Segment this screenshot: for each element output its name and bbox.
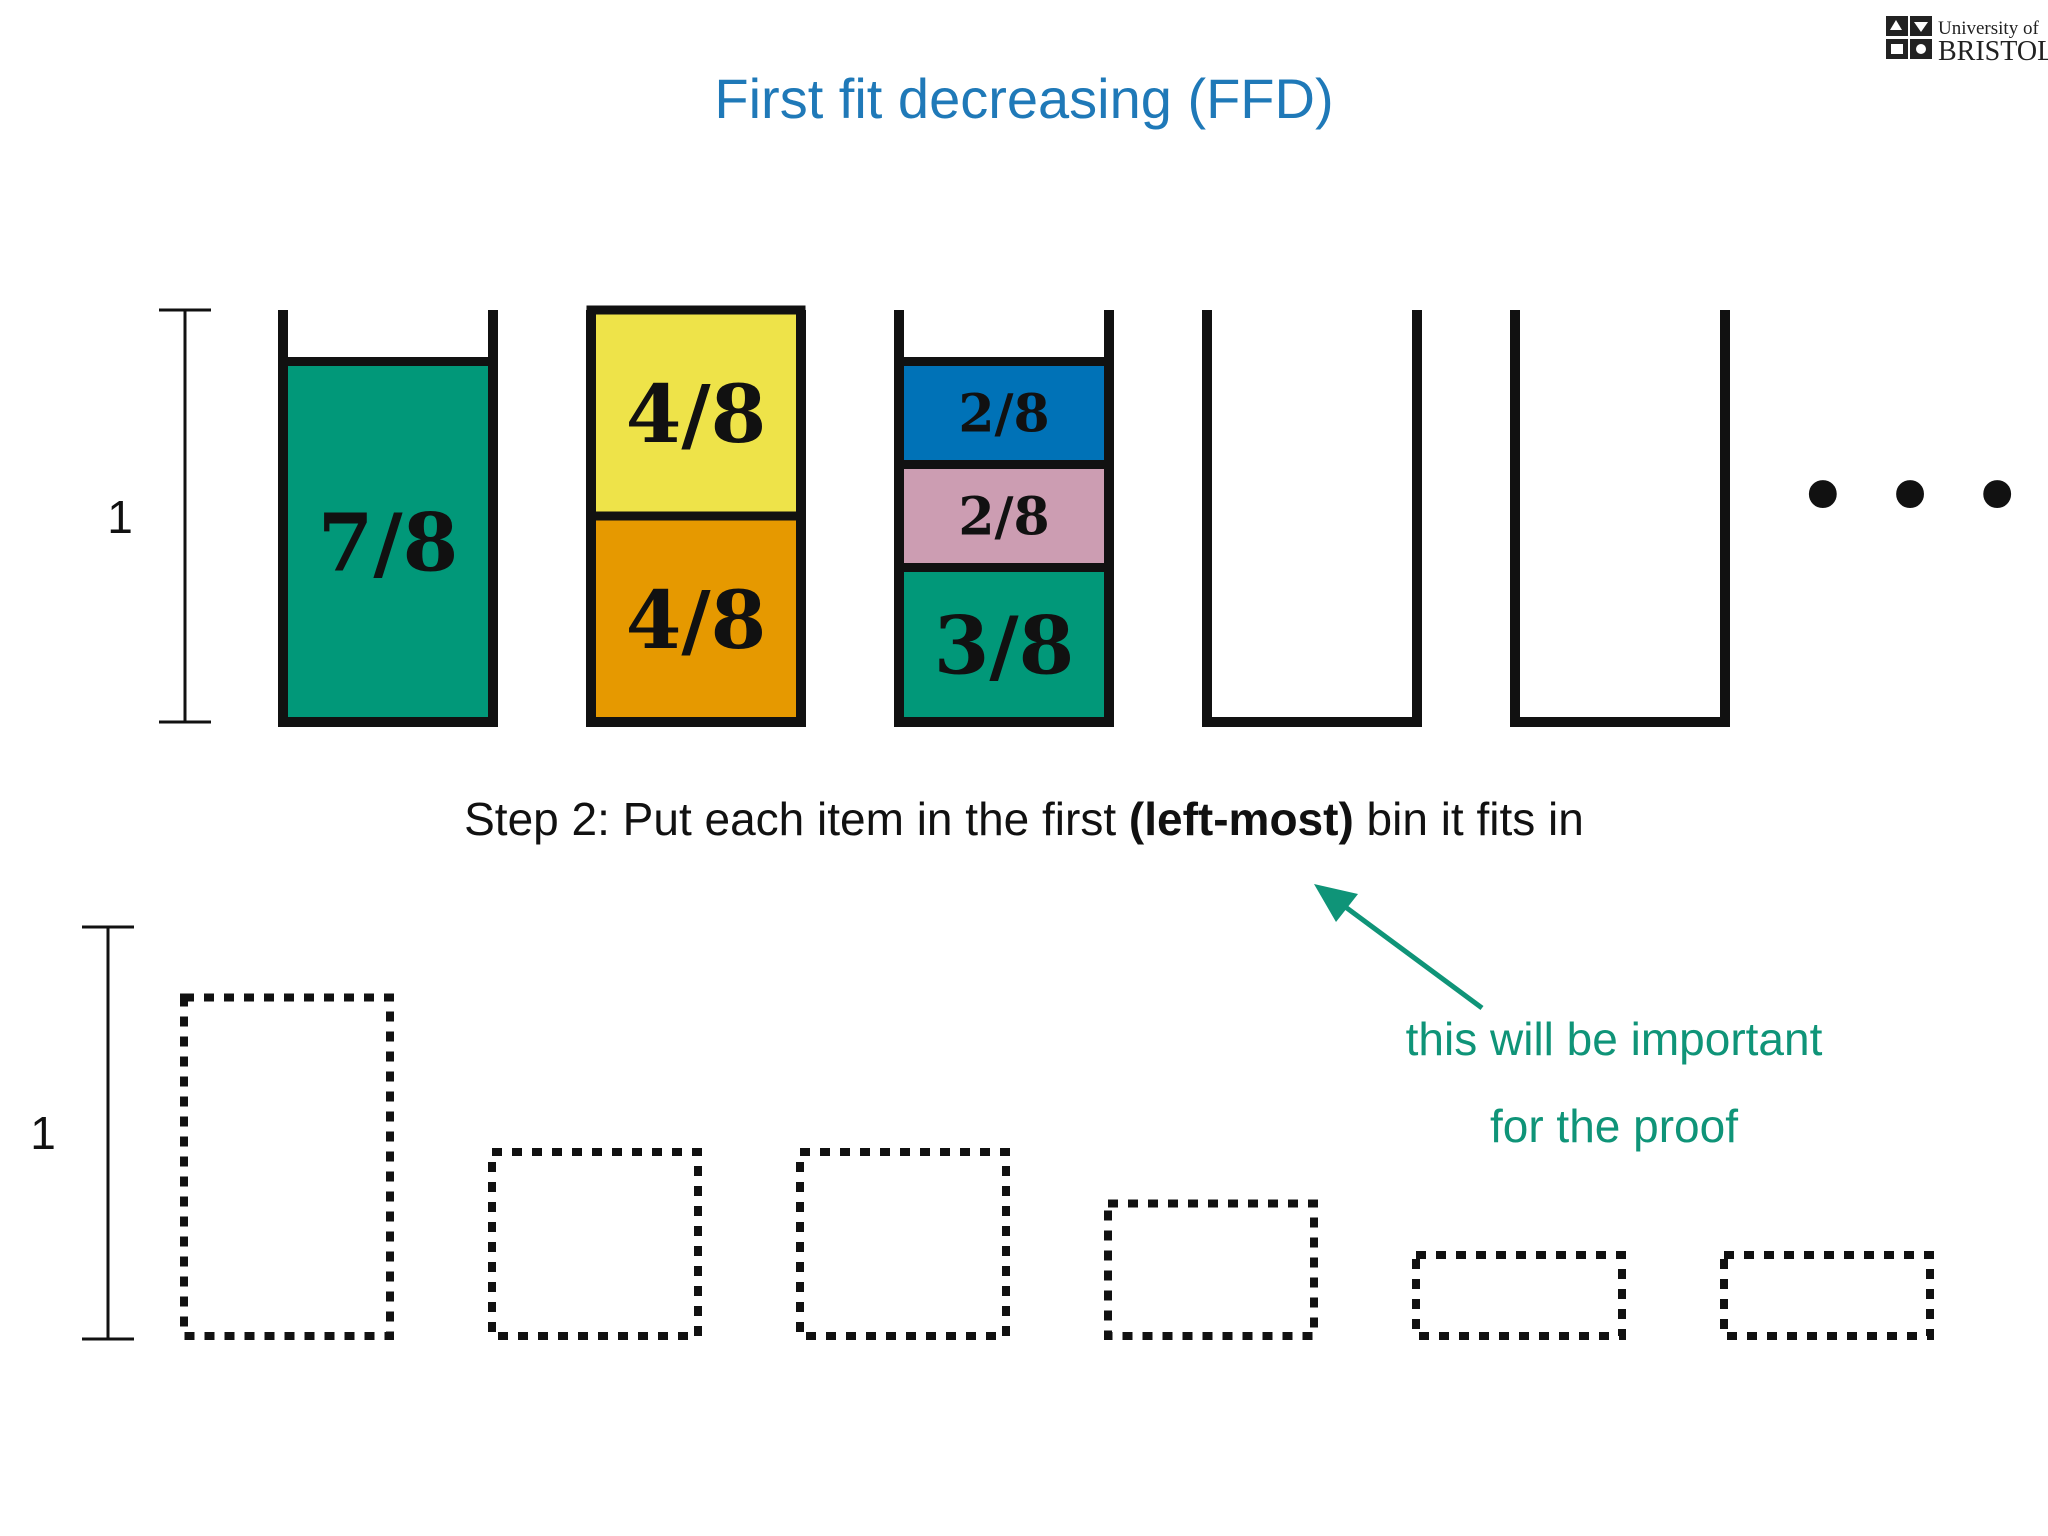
item-size-label: 2/8 (958, 487, 1049, 548)
bin-outline (586, 310, 806, 727)
step-suffix: bin it fits in (1353, 793, 1584, 845)
bin-outline (1510, 310, 1730, 727)
bottom-scale-bar: 1 (30, 925, 134, 1341)
top-bins: 7/8 4/8 4/8 3/8 2/8 2/8 (278, 305, 1730, 727)
bin-3: 3/8 2/8 2/8 (894, 310, 1114, 727)
logo-university-text: University of (1938, 18, 2039, 39)
step-prefix: Step 2: Put each item in the first (464, 793, 1129, 845)
university-logo: University of BRISTOL (1884, 14, 2048, 67)
item-size-label: 3/8 (934, 599, 1075, 693)
bin-outline (278, 310, 498, 727)
item-placeholder (1412, 1251, 1626, 1340)
item-placeholder (1104, 1199, 1318, 1340)
bin-2: 4/8 4/8 (586, 305, 806, 727)
step-instruction: Step 2: Put each item in the first (left… (0, 792, 2048, 846)
item-block (894, 563, 1114, 727)
step-emphasis: (left-most) (1128, 793, 1354, 845)
item-size-label: 4/8 (626, 367, 767, 461)
item-placeholders (180, 993, 1934, 1340)
slide-title: First fit decreasing (FFD) (714, 67, 1334, 130)
bin-4 (1202, 310, 1422, 727)
bin-outline (1202, 310, 1422, 727)
top-scale-bar: 1 (107, 308, 211, 724)
more-bins-indicator: • • • (1795, 441, 2026, 553)
item-block (586, 305, 806, 521)
item-placeholder (488, 1148, 702, 1340)
annotation-arrow (1314, 884, 1484, 1011)
logo-bristol-text: BRISTOL (1938, 36, 2048, 67)
bin-outline (894, 310, 1114, 727)
item-size-label: 4/8 (626, 573, 767, 667)
bin-5 (1510, 310, 1730, 727)
item-size-label: 2/8 (958, 384, 1049, 445)
item-placeholder (180, 993, 394, 1340)
bottom-scale-label: 1 (30, 1107, 56, 1159)
top-scale-label: 1 (107, 491, 133, 543)
item-size-label: 7/8 (318, 496, 459, 590)
crest-icon (1886, 16, 1932, 59)
note-line-1: this will be important (1405, 1013, 1823, 1065)
item-block (894, 357, 1114, 469)
bin-1: 7/8 (278, 310, 498, 727)
item-placeholder (1720, 1251, 1934, 1340)
note-line-2: for the proof (1489, 1100, 1739, 1152)
item-placeholder (796, 1148, 1010, 1340)
